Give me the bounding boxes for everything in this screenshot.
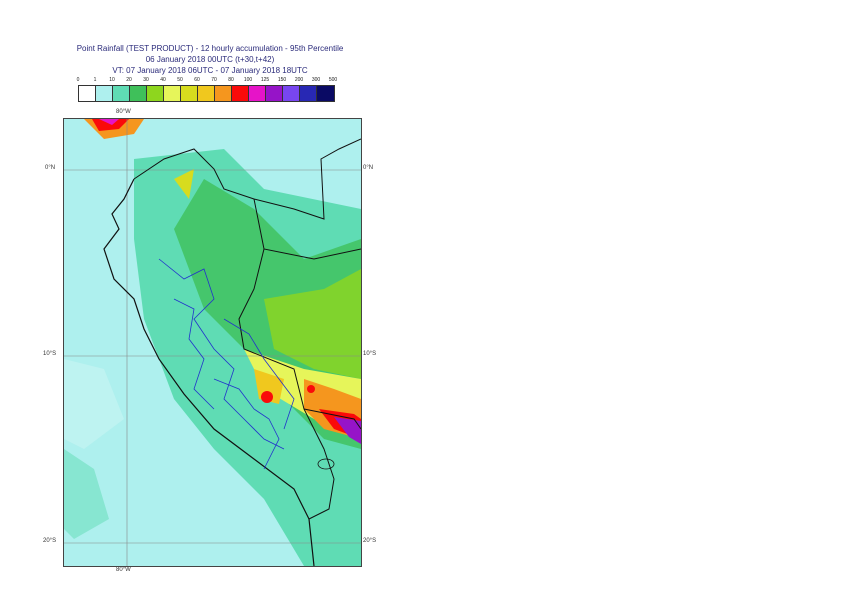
rainfall-map [63, 118, 362, 567]
legend-labels: 0 1 10 20 30 40 50 60 70 80 100 125 150 200 300 500 [76, 77, 358, 85]
nw-magenta [99, 119, 119, 125]
legend-label: 60 [194, 77, 200, 83]
legend-swatch [249, 86, 266, 101]
region-border-2 [173, 298, 215, 410]
lon-label-bottom: 80°W [116, 567, 131, 573]
title-line-3: VT: 07 January 2018 06UTC - 07 January 2… [112, 66, 308, 75]
legend-swatch [283, 86, 300, 101]
lat-label-right-20: 20°S [363, 538, 377, 544]
legend-label: 0 [76, 77, 80, 83]
legend-swatch [96, 86, 113, 101]
legend-swatch [130, 86, 147, 101]
legend-label: 40 [160, 77, 166, 83]
legend-label: 200 [294, 77, 304, 83]
legend-swatch [164, 86, 181, 101]
colombia-border [253, 198, 361, 260]
legend-label: 10 [109, 77, 115, 83]
lon-label-top: 80°W [116, 109, 131, 115]
region-border-1 [158, 258, 285, 450]
title-line-1: Point Rainfall (TEST PRODUCT) - 12 hourl… [76, 44, 344, 53]
legend-label: 150 [277, 77, 287, 83]
nw-red [92, 119, 129, 131]
legend-swatch [300, 86, 317, 101]
amazon-rain [264, 269, 361, 379]
yellow-spot-north [174, 169, 194, 199]
title-line-2: 06 January 2018 00UTC (t+30,t+42) [145, 55, 275, 64]
legend-bar [78, 85, 335, 102]
map-title: Point Rainfall (TEST PRODUCT) - 12 hourl… [0, 43, 420, 76]
legend-label: 100 [243, 77, 253, 83]
legend-label: 1 [93, 77, 97, 83]
lat-label-left-0: 0°N [45, 165, 56, 171]
legend-swatch [147, 86, 164, 101]
ocean-streak [64, 359, 124, 449]
ocean-patch [64, 449, 109, 539]
lake-titicaca [317, 458, 335, 470]
lat-label-left-20: 20°S [43, 538, 57, 544]
legend-swatch [181, 86, 198, 101]
lat-label-left-10: 10°S [43, 351, 57, 357]
region-border-4 [213, 378, 280, 470]
coastline [103, 178, 315, 566]
legend-swatch [198, 86, 215, 101]
legend-label: 125 [260, 77, 270, 83]
legend-swatch [113, 86, 130, 101]
purple-core [334, 417, 361, 444]
legend-swatch [215, 86, 232, 101]
region-border-3 [223, 318, 295, 430]
red-core-1 [261, 391, 273, 403]
peru-brazil-border [238, 248, 335, 520]
legend-label: 70 [211, 77, 217, 83]
legend-swatch [317, 86, 334, 101]
legend-label: 80 [228, 77, 234, 83]
map-svg [64, 119, 361, 566]
lat-label-right-0: 0°N [363, 165, 374, 171]
legend-swatch [232, 86, 249, 101]
legend-label: 500 [328, 77, 338, 83]
legend-label: 30 [143, 77, 149, 83]
legend-swatch [266, 86, 283, 101]
legend-label: 300 [311, 77, 321, 83]
bolivia-border [303, 408, 361, 430]
legend-swatch [79, 86, 96, 101]
red-core-2 [307, 385, 315, 393]
legend-label: 20 [126, 77, 132, 83]
lat-label-right-10: 10°S [363, 351, 377, 357]
legend-label: 50 [177, 77, 183, 83]
